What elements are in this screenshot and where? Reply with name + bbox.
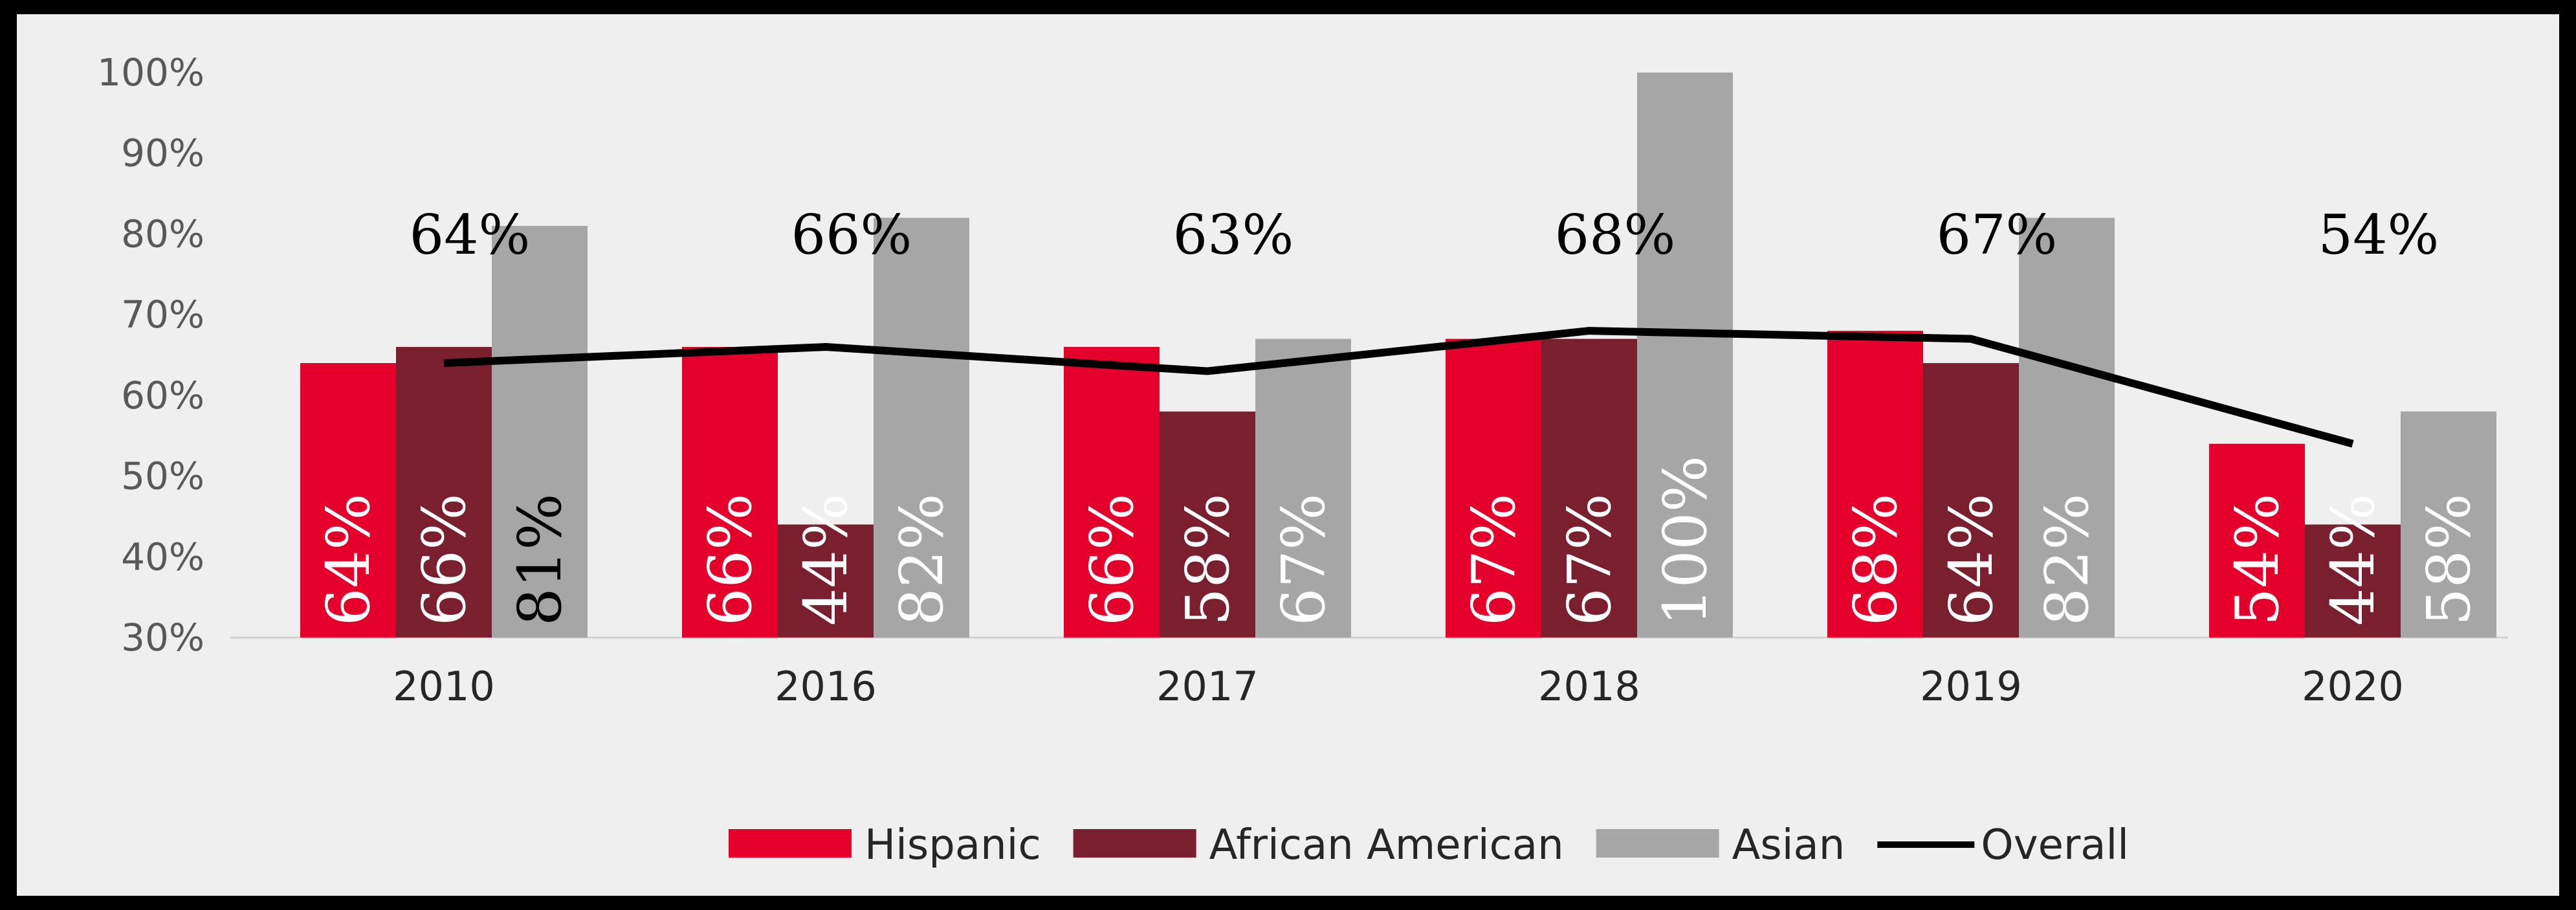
overall-data-label: 67% <box>1937 203 2058 267</box>
legend-swatch-african-american <box>1073 829 1196 858</box>
bar-data-label: 66% <box>1077 494 1147 626</box>
bar-data-label: 66% <box>410 494 479 626</box>
bar-data-label: 58% <box>1173 494 1242 626</box>
bar-data-label: 82% <box>887 494 956 626</box>
bar-hispanic <box>682 347 778 638</box>
bar-data-label: 67% <box>1555 494 1624 626</box>
bar-african-american <box>1541 338 1637 638</box>
bar-data-label: 100% <box>1651 456 1720 626</box>
bar-african-american <box>1923 362 2019 638</box>
legend-label: Asian <box>1732 821 1845 869</box>
overall-data-label: 68% <box>1555 203 1676 267</box>
y-tick-label: 100% <box>97 50 204 94</box>
bar-asian <box>1255 338 1351 638</box>
bar-data-label: 81% <box>505 494 575 626</box>
legend-label: Overall <box>1981 821 2129 869</box>
bar-asian <box>492 225 588 638</box>
y-tick-label: 60% <box>121 373 204 417</box>
y-tick-label: 90% <box>121 131 204 175</box>
bar-african-american <box>778 524 874 638</box>
bar-hispanic <box>1827 331 1923 638</box>
bar-data-label: 44% <box>791 494 861 626</box>
x-category-label: 2019 <box>1920 663 2022 710</box>
x-category-label: 2010 <box>393 663 495 710</box>
y-tick-label: 50% <box>121 454 204 498</box>
bar-data-label: 44% <box>2318 494 2388 626</box>
bar-asian <box>1637 72 1733 638</box>
bar-african-american <box>2305 524 2401 638</box>
y-tick-label: 70% <box>121 293 204 337</box>
overall-data-label: 64% <box>410 203 531 267</box>
bar-data-label: 67% <box>1269 494 1338 626</box>
bar-hispanic <box>300 362 396 638</box>
legend-swatch-asian <box>1596 829 1719 858</box>
x-category-label: 2018 <box>1538 663 1640 710</box>
overall-line <box>443 327 2354 448</box>
bar-data-label: 66% <box>696 494 765 626</box>
y-tick-label: 30% <box>121 616 204 660</box>
legend-label: Hispanic <box>864 821 1041 869</box>
bar-data-label: 64% <box>314 494 383 626</box>
x-category-label: 2016 <box>775 663 877 710</box>
x-category-label: 2020 <box>2302 663 2404 710</box>
bar-chart: 30% 40% 50% 60% 70% 80% 90% 100% 64% 66% 81%2010 66… <box>97 50 2508 869</box>
bar-asian <box>2401 411 2496 638</box>
overall-data-label: 66% <box>791 203 912 267</box>
bar-african-american <box>1160 411 1255 638</box>
chart-frame: 30% 40% 50% 60% 70% 80% 90% 100% 64% 66% 81% 2010 66… <box>17 14 2559 896</box>
bar-hispanic <box>1064 347 1160 638</box>
overall-data-label: 54% <box>2318 203 2439 267</box>
bar-asian <box>2019 217 2115 638</box>
y-tick-label: 80% <box>121 212 204 256</box>
legend-swatch-hispanic <box>729 829 852 858</box>
overall-data-label: 63% <box>1173 203 1294 267</box>
legend-label: African American <box>1209 821 1564 869</box>
bar-data-label: 64% <box>1937 494 2006 626</box>
bar-data-label: 58% <box>2414 494 2483 626</box>
bar-data-label: 82% <box>2032 494 2102 626</box>
bar-hispanic <box>2209 443 2305 638</box>
bar-data-label: 67% <box>1459 494 1528 626</box>
y-tick-label: 40% <box>121 535 204 579</box>
bar-data-label: 68% <box>1841 494 1910 626</box>
bar-african-american <box>396 347 492 638</box>
bar-hispanic <box>1446 338 1541 638</box>
bar-data-label: 54% <box>2223 494 2292 626</box>
x-category-label: 2017 <box>1156 663 1259 710</box>
bar-asian <box>874 217 969 638</box>
